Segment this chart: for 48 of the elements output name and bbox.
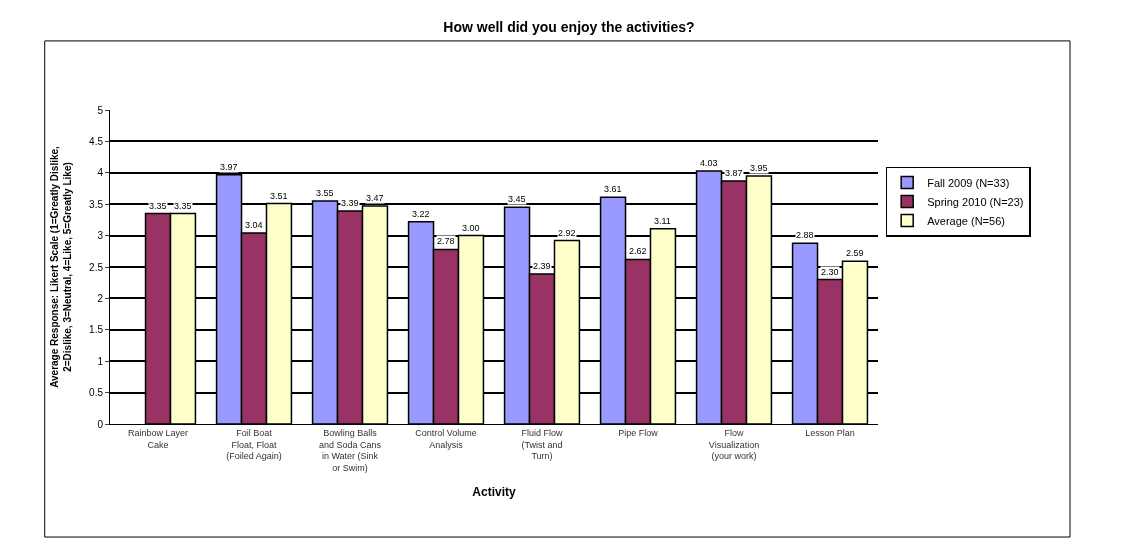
y-tick-label: 2.5 <box>89 261 104 273</box>
data-label: 3.87 <box>725 168 743 178</box>
y-tick-label: 2 <box>97 292 104 304</box>
data-label: 3.00 <box>462 223 480 233</box>
data-label: 2.59 <box>846 248 864 258</box>
x-tick-label: Rainbow Layer Cake <box>127 427 189 450</box>
x-tick-label: Fluid Flow (Twist and Turn) <box>521 427 563 462</box>
data-label: 4.03 <box>700 158 718 168</box>
y-tick-label: 1.5 <box>89 324 104 336</box>
data-label: 3.55 <box>316 188 334 198</box>
y-tick-label: 3.5 <box>89 198 104 210</box>
x-tick-label: Bowling Balls and Soda Cans in Water (Sink or Swim) <box>318 427 382 473</box>
x-tick-label: Foil Boat Float, Float (Foiled Again) <box>226 427 282 462</box>
legend-label: Average (N=56) <box>927 214 1005 227</box>
legend-label: Fall 2009 (N=33) <box>927 176 1010 189</box>
y-tick-label: 5 <box>97 104 104 116</box>
data-label: 3.97 <box>220 162 238 172</box>
data-label: 3.95 <box>750 163 768 173</box>
data-label: 3.35 <box>174 201 192 211</box>
data-label: 3.04 <box>245 220 263 230</box>
x-tick-label: Pipe Flow <box>618 427 659 438</box>
chart-title: How well did you enjoy the activities? <box>443 18 695 35</box>
data-label: 3.47 <box>366 193 384 203</box>
x-tick-label: Lesson Plan <box>805 427 855 438</box>
data-label: 3.61 <box>604 184 622 194</box>
data-label: 3.11 <box>654 216 671 226</box>
y-tick-label: 3 <box>97 230 104 242</box>
x-tick-label: Control Volume Analysis <box>415 427 477 450</box>
x-tick-label: Flow Visualization (your work) <box>708 427 760 462</box>
y-tick-label: 0.5 <box>89 387 104 399</box>
data-label: 3.35 <box>149 201 167 211</box>
y-axis-title: Average Response: Likert Scale (1=Greatly Dislike, 2=Dislike, 3=Neutral, 4=Like, 5=Greatly Like) <box>49 145 74 388</box>
data-label: 3.22 <box>412 209 430 219</box>
data-label: 2.62 <box>629 246 647 256</box>
data-label: 2.39 <box>533 261 551 271</box>
y-tick-label: 4 <box>97 167 104 179</box>
data-label: 2.92 <box>558 228 576 238</box>
data-label: 3.51 <box>270 191 288 201</box>
y-tick-label: 0 <box>97 418 104 430</box>
data-label: 2.78 <box>437 236 455 246</box>
data-label: 2.30 <box>821 267 839 277</box>
data-label: 3.45 <box>508 194 526 204</box>
data-label: 2.88 <box>796 230 814 240</box>
y-tick-label: 1 <box>97 355 104 367</box>
y-tick-label: 4.5 <box>89 135 104 147</box>
legend-label: Spring 2010 (N=23) <box>927 195 1024 208</box>
x-axis-title: Activity <box>472 484 516 499</box>
data-label: 3.39 <box>341 198 359 208</box>
